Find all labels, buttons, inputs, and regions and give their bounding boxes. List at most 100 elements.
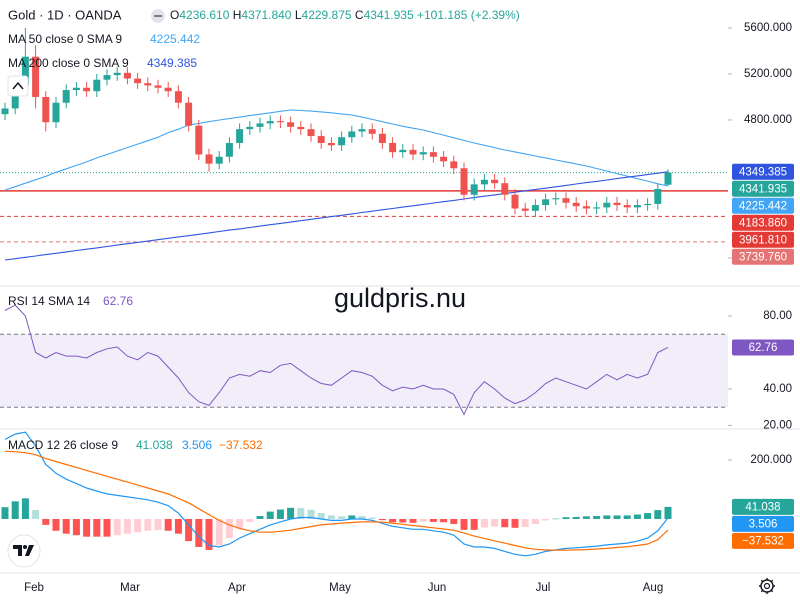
macd-histogram-bar xyxy=(521,518,529,527)
ohlc-legend: O4236.610 H4371.840 L4229.875 C4341.935 … xyxy=(170,8,520,22)
macd-histogram-bar xyxy=(338,516,346,519)
macd-histogram-bar xyxy=(378,518,386,521)
macd-histogram-bar xyxy=(633,514,641,519)
y-tick-label: 80.00 xyxy=(763,310,792,322)
macd-histogram-bar xyxy=(317,513,325,519)
rsi-line xyxy=(4,304,669,416)
ohlc-key: O xyxy=(170,8,179,22)
macd-histogram-bar xyxy=(287,507,295,519)
background-layer: 3600.0004800.0005200.0005600.00020.0040.… xyxy=(0,22,800,594)
candle-body xyxy=(501,183,509,195)
macd-histogram-bar xyxy=(440,518,448,523)
macd-histogram-bar xyxy=(348,515,356,519)
candle-body xyxy=(11,85,19,109)
candle-body xyxy=(654,188,662,204)
macd-histogram-bar xyxy=(83,518,91,537)
candle-body xyxy=(358,129,366,132)
candle-body xyxy=(42,96,50,123)
price-tag-label: 62.76 xyxy=(749,342,778,354)
candle-body xyxy=(93,79,101,92)
settings-icon[interactable] xyxy=(759,578,775,594)
candle-body xyxy=(134,78,142,84)
candle-body xyxy=(205,154,213,164)
macd-histogram-bar xyxy=(542,518,550,521)
price-tag-label: 3739.760 xyxy=(739,251,787,263)
macd-histogram-bar xyxy=(21,498,29,519)
price-tag xyxy=(732,498,794,515)
macd-histogram-bar xyxy=(399,518,407,523)
macd-histogram-bar xyxy=(419,518,427,522)
moving-average-line xyxy=(4,109,669,191)
rsi-band xyxy=(0,334,728,408)
ohlc-value: 4371.840 xyxy=(241,8,291,22)
candle-body xyxy=(582,206,590,209)
macd-histogram-bar xyxy=(113,518,121,536)
candle-body xyxy=(256,123,264,127)
candle-body xyxy=(603,202,611,208)
candle-body xyxy=(317,136,325,143)
macd-histogram-bar xyxy=(501,518,509,528)
candle-body xyxy=(623,205,631,208)
macd-line xyxy=(4,450,669,551)
price-tag-label: −37.532 xyxy=(742,535,784,547)
macd-histogram-bar xyxy=(644,513,652,519)
price-tag xyxy=(732,248,794,265)
candle-body xyxy=(440,156,448,162)
macd-histogram-bar xyxy=(11,501,19,519)
macd-histogram-bar xyxy=(582,516,590,519)
collapse-button[interactable] xyxy=(7,75,29,97)
candle-body xyxy=(72,87,80,91)
macd-histogram-bar xyxy=(246,518,254,522)
price-tag xyxy=(732,231,794,248)
macd-histogram-bar xyxy=(654,510,662,519)
price-tag xyxy=(732,214,794,231)
y-tick-label: 4800.000 xyxy=(744,114,792,126)
macd-histogram-bar xyxy=(236,518,244,529)
macd-histogram-bar xyxy=(389,518,397,523)
candle-body xyxy=(154,85,162,88)
macd-histogram-bar xyxy=(327,515,335,519)
watermark: guldpris.nu xyxy=(334,283,466,313)
macd-histogram-bar xyxy=(552,518,560,520)
data-layer xyxy=(1,27,672,557)
candle-body xyxy=(511,194,519,209)
candle-body xyxy=(389,142,397,153)
candle-body xyxy=(521,208,529,211)
candle-body xyxy=(297,126,305,130)
x-tick-label: May xyxy=(329,582,351,594)
candle-body xyxy=(276,121,284,123)
price-tag-label: 4341.935 xyxy=(739,183,787,195)
candle-body xyxy=(1,108,9,115)
candle-body xyxy=(552,198,560,200)
candle-body xyxy=(664,172,672,185)
candle-body xyxy=(327,142,335,146)
x-tick-label: Feb xyxy=(24,582,44,594)
candle-body xyxy=(215,156,223,164)
y-tick-label: 5200.000 xyxy=(744,68,792,80)
visibility-icon[interactable] xyxy=(151,9,165,23)
logo[interactable] xyxy=(7,534,41,568)
ohlc-value: 4236.610 xyxy=(179,8,229,22)
macd-histogram-bar xyxy=(154,518,162,531)
x-tick-label: Aug xyxy=(643,582,663,594)
ohlc-value: 4341.935 xyxy=(364,8,414,22)
macd-histogram-bar xyxy=(62,518,70,534)
macd-histogram-bar xyxy=(225,518,233,539)
y-tick-label: 20.00 xyxy=(763,419,792,431)
macd-histogram-bar xyxy=(429,518,437,522)
candle-body xyxy=(195,125,203,155)
macd-histogram-bar xyxy=(491,518,499,527)
candle-body xyxy=(225,142,233,157)
macd-histogram-bar xyxy=(174,518,182,534)
candle-body xyxy=(409,149,417,155)
candle-body xyxy=(307,129,315,137)
macd-histogram-bar xyxy=(52,518,60,531)
legend-value: 4225.442 xyxy=(150,32,200,46)
ohlc-value: 4229.875 xyxy=(302,8,352,22)
macd-legend-name: MACD 12 26 close 9 xyxy=(8,438,118,452)
y-tick-label: 5600.000 xyxy=(744,22,792,34)
price-tag-label: 3.506 xyxy=(749,518,778,530)
macd-histogram-bar xyxy=(531,518,539,524)
macd-histogram-bar xyxy=(256,516,264,519)
candle-body xyxy=(246,126,254,130)
